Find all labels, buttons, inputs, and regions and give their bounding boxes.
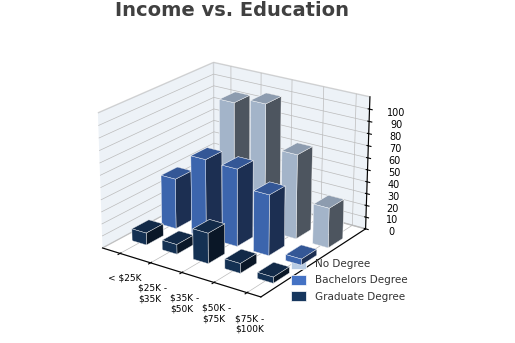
Legend: No Degree, Bachelors Degree, Graduate Degree: No Degree, Bachelors Degree, Graduate De… — [287, 255, 411, 306]
Title: Income vs. Education: Income vs. Education — [115, 1, 349, 20]
